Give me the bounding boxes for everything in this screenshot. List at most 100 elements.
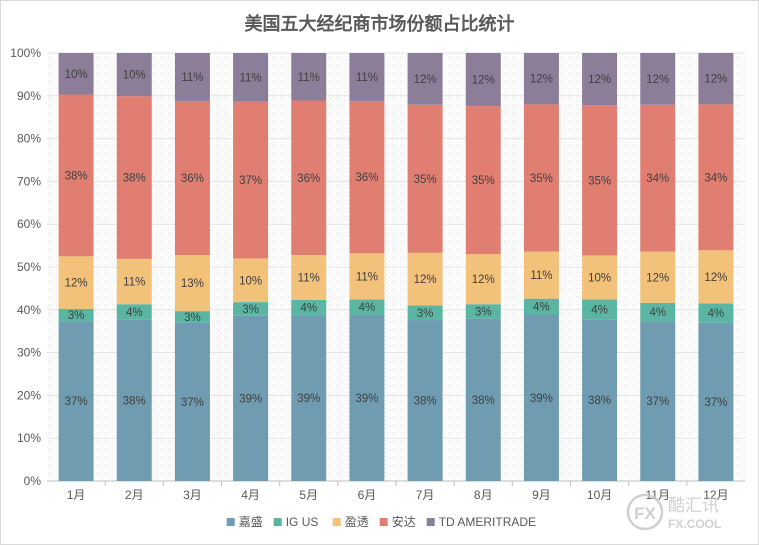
data-label: 39% — [297, 393, 320, 405]
bar-segment — [291, 315, 327, 481]
watermark-en: FX.COOL — [668, 517, 721, 531]
bar-segment — [698, 104, 734, 251]
bar-segment — [407, 53, 443, 105]
legend-swatch — [426, 518, 435, 526]
y-tick-label: 100% — [10, 46, 41, 60]
data-label: 37% — [181, 397, 204, 409]
data-label: 36% — [355, 172, 378, 184]
bar-segment — [582, 319, 618, 481]
data-label: 11% — [298, 72, 320, 84]
svg-text:FX: FX — [634, 504, 656, 523]
data-label: 10% — [239, 275, 262, 287]
bar-segment — [291, 255, 327, 300]
data-labels: 37% 3% 12% 38% 10% 38% 4% 11% 38% 10% 37% 3% 13% 36% 1… — [65, 69, 728, 409]
bar-segment — [174, 322, 210, 481]
bar-segment — [116, 304, 152, 320]
bar-segment — [640, 321, 676, 481]
bar-segment — [174, 311, 210, 323]
data-label: 39% — [239, 393, 262, 405]
fx-logo-icon: FX — [626, 493, 664, 531]
data-label: 36% — [297, 173, 320, 185]
y-tick-label: 70% — [17, 174, 41, 188]
bar-segment — [465, 304, 501, 319]
data-label: 12% — [588, 74, 611, 86]
bar-segment — [58, 53, 94, 95]
bar-segment — [233, 315, 269, 481]
bar-segment — [582, 299, 618, 320]
data-label: 11% — [356, 72, 378, 84]
legend-label: IG US — [286, 515, 319, 529]
data-label: 12% — [472, 75, 495, 87]
bar-segment — [407, 104, 443, 253]
data-label: 11% — [123, 277, 145, 289]
bar-segment — [291, 53, 327, 101]
data-label: 10% — [588, 272, 611, 284]
legend-swatch — [379, 518, 388, 526]
bar-segment — [349, 53, 385, 101]
x-tick-label: 11月 — [646, 488, 670, 502]
bar-segment — [58, 256, 94, 309]
data-label: 11% — [356, 271, 378, 283]
data-label: 39% — [530, 393, 553, 405]
bar-segment — [523, 298, 559, 315]
bar-segment — [407, 320, 443, 481]
legend: 嘉盛 IG US 盈透 安达 TD AMERITRADE — [226, 514, 536, 529]
data-label: 34% — [646, 173, 669, 185]
data-label: 4% — [649, 307, 666, 319]
bar-segment — [349, 100, 385, 254]
watermark: FX 酷汇讯 FX.COOL — [626, 492, 746, 532]
x-tick-label: 5月 — [299, 488, 318, 502]
bar-segment — [523, 251, 559, 299]
data-label: 4% — [126, 307, 143, 319]
data-label: 35% — [588, 175, 611, 187]
data-label: 12% — [646, 272, 669, 284]
legend-label: TD AMERITRADE — [439, 515, 536, 529]
data-label: 13% — [181, 278, 204, 290]
y-tick-label: 60% — [17, 217, 41, 231]
data-label: 37% — [646, 396, 669, 408]
data-label: 34% — [704, 172, 727, 184]
bar-segment — [407, 305, 443, 321]
x-tick-label: 2月 — [125, 488, 144, 502]
data-label: 12% — [646, 74, 669, 86]
legend-label: 盈透 — [345, 515, 369, 529]
bar-segment — [523, 104, 559, 252]
y-tick-label: 20% — [17, 388, 41, 402]
data-label: 38% — [472, 395, 495, 407]
bar-segment — [58, 321, 94, 481]
data-label: 12% — [704, 74, 727, 86]
bar-segment — [233, 53, 269, 102]
bar-segment — [407, 252, 443, 306]
gridlines — [47, 52, 745, 482]
data-label: 38% — [588, 395, 611, 407]
x-tick-label: 6月 — [358, 488, 377, 502]
bar-segment — [349, 299, 385, 315]
x-axis: 1月 2月 3月 4月 5月 6月 7月 8月 9月 10月 11月 12月 — [67, 481, 729, 502]
y-tick-label: 50% — [17, 260, 41, 274]
bar-segment — [465, 254, 501, 305]
bar-segment — [698, 322, 734, 481]
y-tick-label: 10% — [17, 431, 41, 445]
y-axis: 0% 10% 20% 30% 40% 50% 60% 70% 80% 90% 100% — [10, 46, 41, 488]
bar-segment — [116, 258, 152, 305]
data-label: 37% — [704, 397, 727, 409]
data-label: 11% — [239, 72, 261, 84]
bar-segment — [523, 53, 559, 105]
data-label: 4% — [591, 304, 608, 316]
x-tick-label: 9月 — [532, 488, 551, 502]
bar-segment — [582, 53, 618, 106]
data-label: 37% — [65, 396, 88, 408]
data-label: 10% — [65, 69, 88, 81]
bar-segment — [640, 251, 676, 303]
data-label: 38% — [123, 395, 146, 407]
legend-label: 嘉盛 — [239, 514, 263, 529]
bar-segment — [640, 302, 676, 322]
bar-segment — [582, 255, 618, 300]
legend-swatch — [226, 518, 235, 526]
bar-segment — [174, 100, 210, 256]
x-tick-label: 1月 — [67, 488, 86, 502]
data-label: 11% — [181, 72, 203, 84]
y-tick-label: 90% — [17, 89, 41, 103]
bar-segment — [233, 101, 269, 259]
